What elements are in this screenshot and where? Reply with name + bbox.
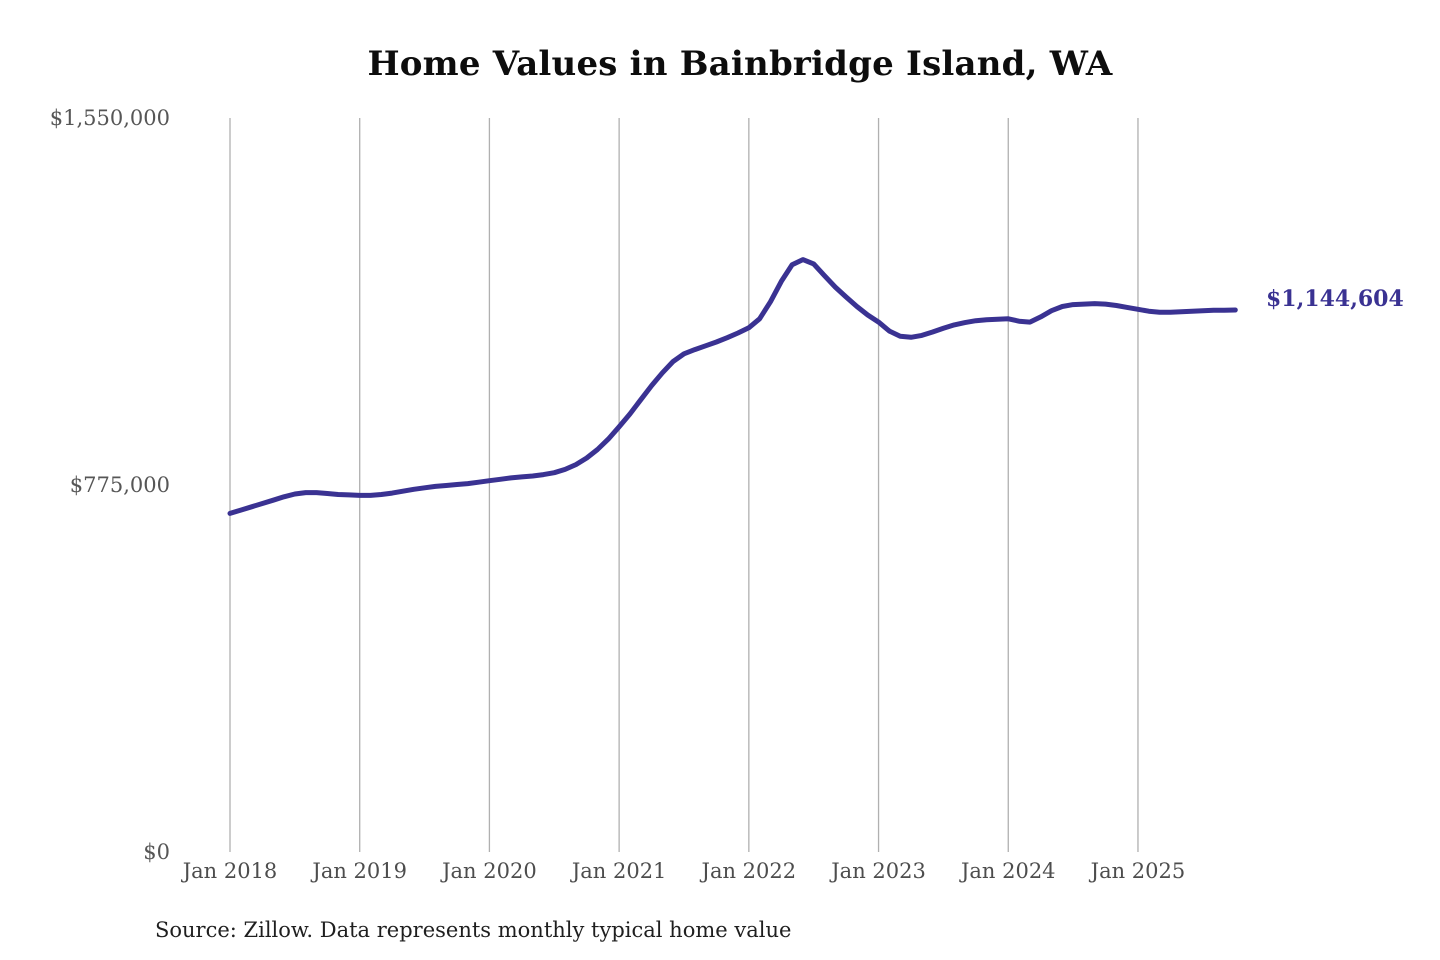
x-axis-label: Jan 2024 — [960, 859, 1056, 883]
home-value-series-line — [227, 257, 1238, 516]
y-axis-label: $0 — [143, 840, 170, 864]
x-axis-label: Jan 2020 — [442, 859, 537, 883]
x-axis-label: Jan 2019 — [312, 859, 407, 883]
latest-value-label: $1,144,604 — [1266, 286, 1404, 312]
chart-title: Home Values in Bainbridge Island, WA — [367, 44, 1113, 84]
x-axis-label: Jan 2018 — [182, 859, 278, 883]
y-axis-label: $1,550,000 — [49, 106, 170, 130]
x-axis-label: Jan 2022 — [701, 859, 797, 883]
x-axis-label: Jan 2025 — [1090, 859, 1186, 883]
x-axis-label: Jan 2023 — [831, 859, 926, 883]
source-note: Source: Zillow. Data represents monthly … — [155, 918, 792, 942]
x-axis-label: Jan 2021 — [571, 859, 667, 883]
y-axis-label: $775,000 — [69, 473, 170, 497]
